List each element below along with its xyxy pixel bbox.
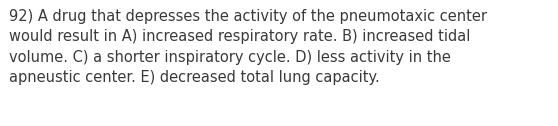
Text: 92) A drug that depresses the activity of the pneumotaxic center
would result in: 92) A drug that depresses the activity o… <box>9 9 487 85</box>
